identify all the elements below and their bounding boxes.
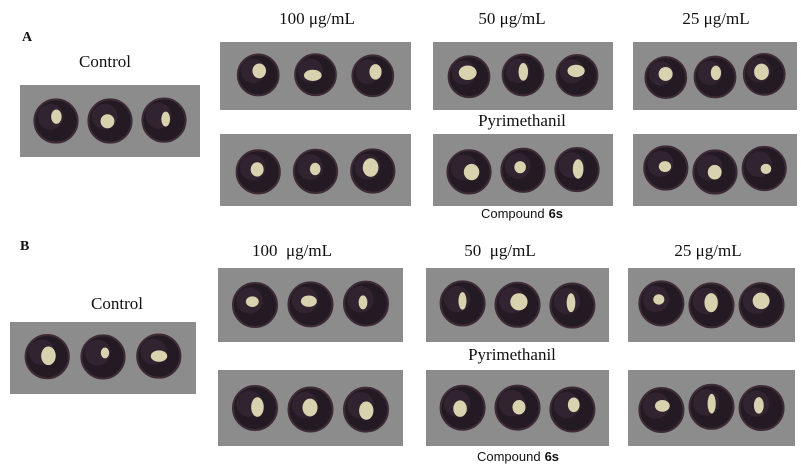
photo-panel <box>220 134 411 206</box>
lesion <box>510 293 527 310</box>
panel-label: B <box>20 239 29 254</box>
photo-panel <box>628 370 795 446</box>
lesion <box>711 66 721 81</box>
concentration-label: 50 μg/mL <box>478 9 545 28</box>
lesion <box>151 350 167 361</box>
lesion <box>519 63 529 81</box>
lesion <box>567 65 584 77</box>
lesion <box>302 399 317 417</box>
compound-id: 6s <box>549 206 563 221</box>
lesion <box>310 163 321 175</box>
control-label: Control <box>79 52 131 71</box>
concentration-label: 25 μg/mL <box>682 9 749 28</box>
page: {"panels": [ {"label": "A", "control": "… <box>0 0 801 467</box>
lesion <box>514 161 526 173</box>
compound-id: 6s <box>545 449 559 464</box>
photo-panel <box>433 42 613 110</box>
photo-panel <box>433 134 613 206</box>
concentration-label: 50 μg/mL <box>464 241 535 260</box>
lesion <box>363 158 379 177</box>
lesion <box>708 165 722 180</box>
lesion <box>458 292 466 310</box>
panel-label: A <box>22 30 33 45</box>
photo-panel <box>633 42 797 110</box>
reference-label: Pyrimethanil <box>478 111 566 130</box>
lesion <box>459 65 477 79</box>
lesion <box>573 159 584 179</box>
photo-panel <box>218 268 403 342</box>
compound-text: Compound <box>477 449 541 464</box>
compound-text: Compound <box>481 206 545 221</box>
lesion <box>301 296 317 307</box>
photo-panel <box>426 268 609 342</box>
lesion <box>101 114 115 128</box>
lesion <box>359 295 368 309</box>
lesion <box>304 70 322 81</box>
lesion <box>655 400 670 412</box>
photo-panel <box>20 85 200 157</box>
lesion <box>464 164 479 180</box>
concentration-label: 100 μg/mL <box>279 9 355 28</box>
lesion <box>512 400 525 414</box>
lesion <box>251 162 264 176</box>
photo-panel <box>628 268 795 342</box>
lesion <box>453 400 467 417</box>
compound-label: Compound 6s <box>481 206 563 221</box>
reference-label: Pyrimethanil <box>468 345 556 364</box>
lesion <box>659 67 673 81</box>
lesion <box>101 348 109 359</box>
lesion <box>161 112 170 127</box>
lesion <box>754 397 764 414</box>
photo-panel <box>426 370 609 446</box>
photo-panel <box>220 42 411 110</box>
lesion <box>252 63 266 78</box>
lesion <box>708 394 716 414</box>
concentration-label: 100 μg/mL <box>252 241 332 260</box>
control-label: Control <box>91 294 143 313</box>
lesion <box>246 296 259 307</box>
lesion <box>653 294 664 304</box>
figure: A Control 100 μg/mL 50 μg/mL 25 μg/mL Pyrimet… <box>0 0 801 467</box>
concentration-label: 25 μg/mL <box>674 241 741 260</box>
lesion <box>359 401 373 419</box>
lesion <box>753 293 770 310</box>
lesion <box>761 164 772 174</box>
photo-panel <box>218 370 403 446</box>
lesion <box>369 64 381 80</box>
lesion <box>51 109 61 123</box>
photo-panel <box>10 322 196 394</box>
lesion <box>41 346 56 365</box>
lesion <box>251 397 264 417</box>
lesion <box>754 64 769 80</box>
lesion <box>567 293 576 312</box>
lesion <box>568 398 580 413</box>
lesion <box>704 293 717 312</box>
compound-label: Compound 6s <box>477 449 559 464</box>
photo-panel <box>633 134 797 206</box>
lesion <box>659 161 671 172</box>
